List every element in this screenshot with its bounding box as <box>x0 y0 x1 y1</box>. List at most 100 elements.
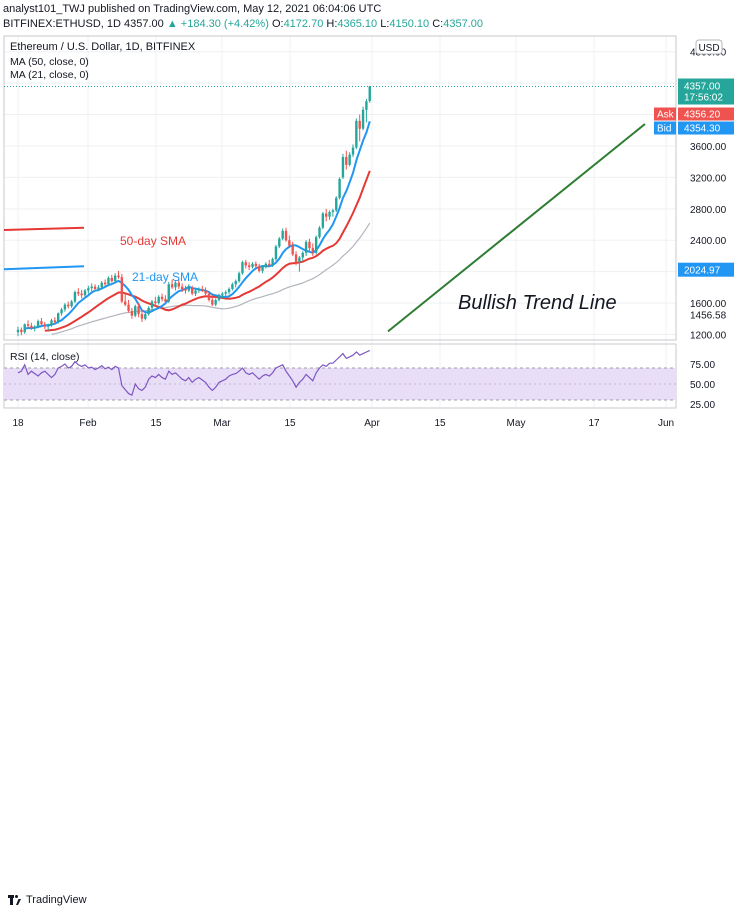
candle-body <box>214 299 217 305</box>
x-tick-label: Apr <box>364 418 380 429</box>
candle-body <box>224 292 227 294</box>
rsi-band <box>4 367 676 401</box>
y-tick-label: 1200.00 <box>690 331 727 342</box>
currency-badge[interactable]: USD <box>695 39 723 55</box>
candle-body <box>30 325 33 329</box>
ask-tag <box>678 107 734 121</box>
x-tick-label: Feb <box>79 418 97 429</box>
candle-body <box>368 86 371 101</box>
y-tick-label: 1600.00 <box>690 299 727 310</box>
candle-body <box>53 320 57 322</box>
chart-text: Ethereum / U.S. Dollar, 1D, BITFINEX MA … <box>10 41 617 363</box>
candle-body <box>191 287 194 294</box>
candle-body <box>57 313 60 322</box>
symbol-info: BITFINEX:ETHUSD, 1D 4357.00 ▲ +184.30 (+… <box>3 18 483 30</box>
bid-tag-label <box>654 121 676 135</box>
candle-body <box>50 320 53 326</box>
candle-body <box>117 275 120 278</box>
candle-body <box>20 329 23 333</box>
low-value: 4150.10 <box>389 18 430 30</box>
rsi-tick-label: 25.00 <box>690 400 715 411</box>
x-tick-label: Mar <box>213 418 231 429</box>
candle-body <box>338 178 341 198</box>
candle-body <box>40 321 43 325</box>
candle-body <box>77 292 80 294</box>
last-price-value: 4357.00 <box>684 82 721 93</box>
ma50-legend: MA (50, close, 0) <box>10 56 89 68</box>
price-chart[interactable]: 1200.001600.002000.002400.002800.003200.… <box>0 32 740 446</box>
candle-body <box>341 156 345 178</box>
main-pane-border <box>3 35 677 341</box>
candle-body <box>80 293 83 296</box>
candle-body <box>234 281 237 285</box>
candle-body <box>150 301 154 308</box>
candle-body <box>16 329 20 333</box>
ma-value: 2024.97 <box>684 266 721 277</box>
candle-body <box>36 321 40 327</box>
publish-info: analyst101_TWJ published on TradingView.… <box>3 3 382 15</box>
tradingview-logo[interactable]: TradingView <box>8 894 87 906</box>
bid-tag <box>678 121 734 135</box>
low-label: L: <box>380 18 390 30</box>
chart-title: Ethereum / U.S. Dollar, 1D, BITFINEX <box>10 41 196 53</box>
candle-body <box>254 263 258 267</box>
y-tick-label: 2400.00 <box>690 236 727 247</box>
candle-body <box>107 277 110 285</box>
symbol: BITFINEX:ETHUSD, 1D <box>3 18 121 30</box>
candle-body <box>237 273 241 282</box>
countdown-value: 17:56:02 <box>684 93 723 104</box>
candle-body <box>311 248 314 253</box>
candle-body <box>110 277 113 282</box>
candle-body <box>174 282 177 288</box>
candle-body <box>221 293 224 296</box>
candle-body <box>298 257 301 263</box>
ask-label: Ask <box>657 110 675 121</box>
candle-body <box>167 284 170 302</box>
candle-body <box>194 290 197 294</box>
candle-body <box>291 245 294 255</box>
candle-body <box>251 263 254 267</box>
candle-body <box>274 246 278 260</box>
candle-body <box>160 296 164 300</box>
candle-body <box>328 211 331 217</box>
candle-body <box>144 314 147 319</box>
sma50-annotation: 50-day SMA <box>120 234 186 248</box>
candle-body <box>201 288 204 291</box>
candle-body <box>177 282 180 287</box>
candles <box>16 85 371 337</box>
ma-background-line <box>51 222 371 335</box>
candle-body <box>63 304 67 310</box>
candle-body <box>231 284 234 289</box>
candle-body <box>120 277 124 302</box>
candle-body <box>241 262 244 274</box>
bullish-trend-line <box>387 123 646 333</box>
close-label: C: <box>432 18 444 30</box>
grid <box>4 36 676 408</box>
candle-body <box>157 296 160 304</box>
candle-body <box>325 213 328 217</box>
candle-body <box>43 324 46 327</box>
x-tick-label: 15 <box>284 418 296 429</box>
candle-body <box>204 290 207 294</box>
candle-body <box>331 210 335 212</box>
bid-value: 4354.30 <box>684 124 721 135</box>
high-value: 4365.10 <box>337 18 378 30</box>
candle-body <box>217 295 221 300</box>
candle-body <box>207 293 211 300</box>
currency-label: USD <box>698 43 719 54</box>
candle-body <box>227 288 231 293</box>
candle-body <box>103 282 107 285</box>
candle-body <box>90 286 93 289</box>
rsi-series <box>17 349 371 397</box>
candle-body <box>170 284 174 288</box>
candle-body <box>247 265 251 267</box>
x-tick-label: 18 <box>12 418 24 429</box>
candle-body <box>147 307 150 315</box>
candle-body <box>258 266 261 271</box>
candle-body <box>294 254 298 263</box>
y-tick-label: 2800.00 <box>690 205 727 216</box>
last-price-tag <box>678 78 734 105</box>
candle-body <box>154 301 157 304</box>
candle-body <box>348 154 351 165</box>
